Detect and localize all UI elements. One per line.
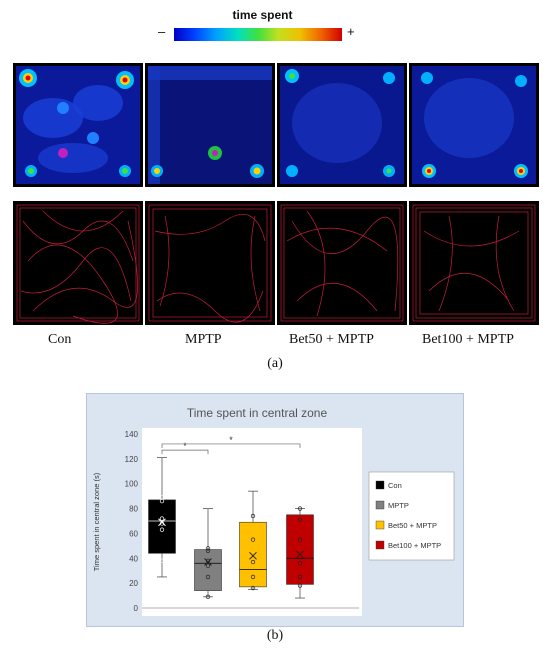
box-rect	[148, 499, 176, 554]
data-point	[297, 561, 303, 566]
heatmap-con	[13, 63, 143, 187]
data-point	[159, 516, 165, 521]
legend-plus: +	[347, 24, 355, 39]
box-2	[239, 490, 267, 591]
box-rect	[286, 514, 314, 585]
chart-title: Time spent in central zone	[187, 406, 328, 420]
track-bet50-mptp	[277, 201, 407, 325]
data-point	[250, 513, 256, 519]
box-rect	[239, 521, 267, 588]
data-point	[250, 574, 256, 580]
legend-entry: Con	[388, 481, 402, 490]
significance-bracket	[161, 449, 209, 455]
heatmap-colorbar	[174, 28, 342, 41]
heatmap-bet100-mptp	[409, 63, 539, 187]
boxplot-panel: Time spent in central zone Time spent in…	[86, 393, 464, 627]
group-label-bet100: Bet100 + MPTP	[422, 332, 514, 347]
group-label-con: Con	[48, 332, 72, 347]
y-tick-label: 140	[125, 430, 139, 439]
legend-swatch	[375, 540, 385, 550]
panel-label-b: (b)	[266, 628, 284, 643]
legend-entry: MPTP	[388, 501, 409, 510]
box-0	[148, 457, 176, 578]
data-point	[297, 537, 303, 542]
y-tick-label: 60	[129, 529, 138, 538]
data-point	[205, 574, 211, 580]
significance-bracket	[161, 443, 301, 448]
legend-swatch	[375, 480, 385, 490]
y-tick-label: 0	[134, 604, 139, 613]
mean-marker	[158, 518, 166, 527]
data-point	[250, 537, 256, 542]
track-con	[13, 201, 143, 325]
y-tick-label: 80	[129, 505, 138, 514]
data-point	[205, 563, 211, 568]
legend-swatch	[375, 520, 385, 530]
data-point	[159, 495, 165, 500]
mean-marker	[249, 551, 257, 560]
data-point	[250, 585, 256, 591]
mean-marker	[204, 558, 212, 566]
significance-label: *	[183, 441, 187, 451]
legend-entry: Bet100 + MPTP	[388, 541, 441, 550]
y-tick-label: 120	[125, 455, 139, 464]
data-point	[297, 574, 303, 580]
mean-marker	[296, 550, 304, 559]
data-point	[205, 594, 211, 599]
data-point	[205, 546, 211, 551]
legend-minus: –	[158, 24, 166, 39]
boxplot-chart: Time spent in central zone Time spent in…	[92, 406, 455, 616]
box-3	[286, 506, 314, 599]
legend-entry: Bet50 + MPTP	[388, 521, 437, 530]
data-point	[205, 548, 211, 553]
legend-swatch	[375, 500, 385, 510]
data-point	[297, 517, 303, 522]
significance-label: *	[229, 435, 233, 445]
box-rect	[194, 549, 222, 591]
y-tick-label: 20	[129, 579, 138, 588]
data-point	[159, 558, 165, 563]
data-point	[297, 583, 303, 588]
data-point	[159, 527, 165, 532]
group-label-bet50: Bet50 + MPTP	[289, 332, 374, 347]
data-point	[297, 506, 303, 511]
y-axis-label: Time spent in central zone (s)	[92, 472, 101, 571]
heatmap-mptp	[145, 63, 275, 187]
y-tick-label: 100	[125, 480, 139, 489]
data-point	[250, 559, 256, 565]
track-bet100-mptp	[409, 201, 539, 325]
box-1	[194, 508, 222, 599]
track-mptp	[145, 201, 275, 325]
heatmap-bet50-mptp	[277, 63, 407, 187]
group-label-mptp: MPTP	[185, 332, 222, 347]
heatmap-legend-title: time spent	[232, 8, 293, 22]
panel-label-a: (a)	[267, 356, 283, 371]
y-tick-label: 40	[129, 554, 138, 563]
